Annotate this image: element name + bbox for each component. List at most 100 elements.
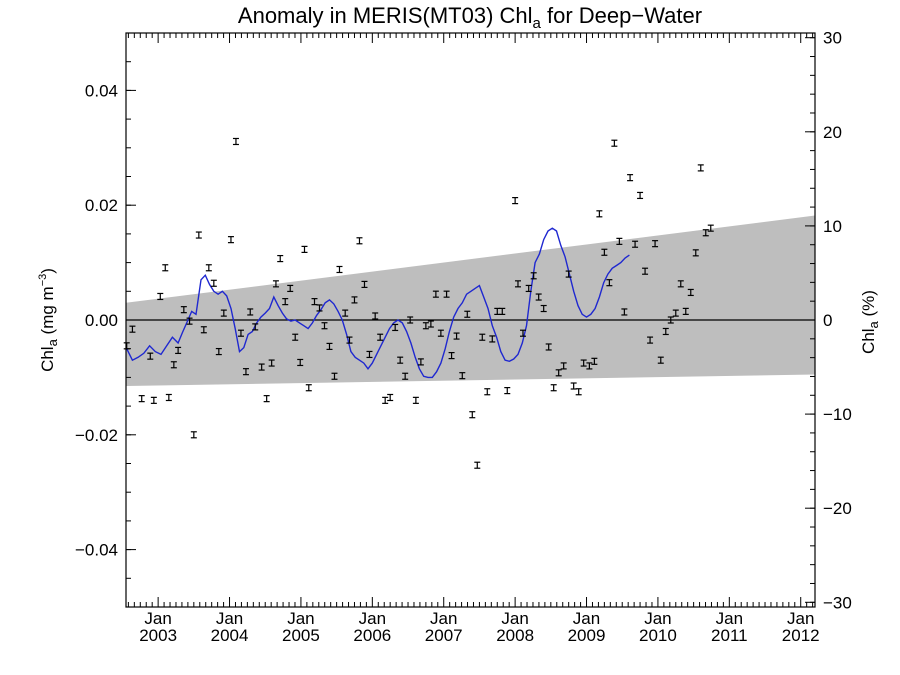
data-point-20 (232, 137, 239, 146)
y-right-tick-label-3: 0 (823, 311, 832, 330)
data-point-87 (570, 382, 577, 390)
data-point-9 (175, 346, 182, 355)
data-point-62 (443, 290, 450, 298)
data-point-11 (186, 317, 193, 325)
x-tick-year-3: 2006 (353, 626, 391, 645)
data-point-105 (662, 327, 669, 336)
data-point-111 (692, 249, 699, 257)
data-point-109 (682, 307, 689, 315)
data-point-57 (417, 358, 424, 366)
data-point-44 (351, 296, 358, 304)
data-point-98 (627, 174, 634, 182)
data-point-38 (321, 322, 328, 330)
data-point-80 (535, 293, 542, 301)
data-point-90 (586, 362, 593, 370)
data-point-68 (474, 461, 481, 469)
data-point-2 (138, 395, 145, 403)
data-point-110 (687, 288, 694, 297)
data-point-4 (150, 396, 157, 404)
data-point-76 (514, 280, 521, 288)
data-point-84 (555, 369, 562, 377)
x-tick-year-2: 2005 (282, 626, 320, 645)
y-tick-label-2: 0.00 (85, 311, 118, 330)
data-point-56 (412, 396, 419, 404)
x-tick-month-2: Jan (287, 609, 314, 628)
data-point-65 (459, 372, 466, 380)
data-point-12 (190, 431, 197, 439)
data-point-41 (336, 265, 343, 274)
chart-title: Anomaly in MERIS(MT03) Chla for Deep−Wat… (238, 3, 702, 32)
y-tick-label-3: −0.02 (75, 426, 118, 445)
data-point-10 (180, 306, 187, 314)
data-point-50 (382, 396, 389, 404)
data-point-63 (448, 351, 455, 360)
data-point-101 (642, 267, 649, 275)
data-point-48 (372, 312, 379, 320)
data-point-85 (560, 362, 567, 370)
x-tick-month-6: Jan (573, 609, 600, 628)
data-point-3 (147, 352, 154, 360)
uncertainty-band (126, 215, 815, 387)
data-point-89 (580, 359, 587, 367)
x-tick-year-0: 2003 (139, 626, 177, 645)
x-tick-month-3: Jan (359, 609, 386, 628)
data-point-96 (616, 237, 623, 245)
y-axis-label-right: Chla (%) (859, 290, 881, 354)
svg-text:Chla (mg m−3): Chla (mg m−3) (37, 268, 60, 372)
series-line (126, 227, 630, 379)
data-point-31 (287, 284, 294, 293)
x-tick-month-4: Jan (430, 609, 457, 628)
y-right-tick-label-4: −10 (823, 405, 852, 424)
data-point-77 (519, 329, 526, 337)
y-right-tick-label-2: 10 (823, 217, 842, 236)
data-point-69 (479, 333, 486, 341)
data-point-45 (356, 237, 363, 245)
data-point-60 (432, 290, 439, 298)
data-point-6 (162, 264, 169, 272)
data-point-102 (647, 336, 654, 344)
data-point-74 (504, 387, 511, 395)
data-point-97 (621, 308, 628, 316)
data-point-35 (305, 384, 312, 392)
data-point-106 (667, 316, 674, 324)
x-tick-year-8: 2011 (711, 626, 748, 645)
data-point-27 (268, 359, 275, 367)
data-point-82 (545, 343, 552, 351)
data-point-55 (407, 316, 414, 324)
data-point-49 (377, 333, 384, 341)
data-point-42 (342, 309, 349, 317)
y-tick-label-1: 0.02 (85, 196, 118, 215)
data-point-43 (346, 336, 353, 344)
data-point-5 (157, 292, 164, 301)
data-point-99 (632, 240, 639, 248)
x-tick-year-9: 2012 (782, 626, 820, 645)
x-tick-month-8: Jan (716, 609, 743, 628)
data-point-22 (242, 368, 249, 376)
data-point-71 (489, 335, 496, 343)
data-point-39 (326, 342, 333, 351)
x-tick-month-0: Jan (144, 609, 171, 628)
data-point-25 (258, 363, 265, 371)
data-point-58 (422, 322, 429, 330)
y-right-tick-label-5: −20 (823, 499, 852, 518)
data-point-51 (387, 393, 394, 402)
data-point-81 (540, 304, 547, 313)
data-point-26 (263, 395, 270, 403)
x-tick-month-1: Jan (216, 609, 243, 628)
y-axis-label-left: Chla (mg m−3) (37, 268, 60, 372)
x-tick-year-4: 2007 (425, 626, 463, 645)
y-right-tick-label-1: 20 (823, 123, 842, 142)
data-point-34 (301, 245, 308, 253)
data-point-61 (437, 329, 444, 337)
data-point-79 (530, 272, 537, 280)
data-point-21 (237, 329, 244, 337)
data-point-78 (525, 284, 532, 293)
svg-text:Chla (%): Chla (%) (859, 290, 881, 354)
y-tick-label-0: 0.04 (85, 81, 118, 100)
data-point-28 (272, 280, 279, 288)
data-point-86 (565, 270, 572, 278)
data-point-29 (277, 254, 284, 263)
data-point-47 (366, 350, 373, 359)
data-point-14 (200, 326, 207, 334)
data-point-88 (575, 388, 582, 396)
